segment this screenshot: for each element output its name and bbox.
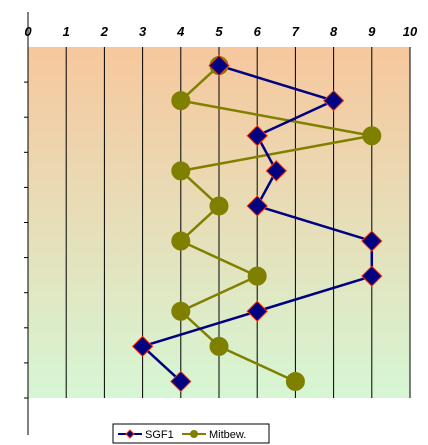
x-tick-label-10: 10 [403,24,418,39]
series-lines [141,64,374,383]
legend-label-sgf1: SGF1 [145,429,174,441]
x-tick-label-7: 7 [292,24,300,39]
data-point-sgf1-9 [131,335,154,358]
data-point-mitbew-10 [285,371,305,391]
x-axis-tick-labels: 0 1 2 3 4 5 6 7 8 9 10 [24,24,418,39]
x-tick-label-1: 1 [63,24,70,39]
axes [24,12,29,435]
x-tick-label-5: 5 [215,24,223,39]
x-tick-label-2: 2 [100,24,109,39]
legend: SGF1 Mitbew. [112,423,270,444]
data-point-sgf1-1 [208,54,230,77]
x-tick-label-0: 0 [24,24,32,39]
legend-swatch-marker-sgf1 [125,429,135,439]
data-point-mitbew-7 [247,266,267,286]
data-point-sgf1-8 [246,300,268,322]
series-markers [131,54,383,393]
x-tick-label-3: 3 [139,24,147,39]
x-tick-label-8: 8 [330,24,338,39]
data-point-mitbew-5 [209,196,229,216]
data-point-sgf1-6 [361,230,383,252]
legend-label-mitbew: Mitbew. [209,429,246,441]
data-point-sgf1-7 [361,265,383,287]
data-point-mitbew-8 [171,301,191,321]
x-tick-label-9: 9 [368,24,376,39]
series-line-sgf1 [141,64,374,383]
legend-swatch-marker-mitbew [190,430,198,438]
data-point-mitbew-9 [209,336,229,356]
data-point-mitbew-4 [171,161,191,181]
x-tick-label-6: 6 [254,24,262,39]
data-point-sgf1-3 [246,125,268,147]
data-point-sgf1-5 [246,195,268,217]
data-point-sgf1-10 [170,370,192,393]
data-point-mitbew-3 [362,126,382,146]
x-tick-label-4: 4 [176,24,185,39]
data-point-mitbew-2 [171,91,191,111]
data-point-mitbew-6 [171,231,191,251]
data-point-sgf1-4 [265,160,288,182]
data-point-sgf1-2 [322,89,345,112]
